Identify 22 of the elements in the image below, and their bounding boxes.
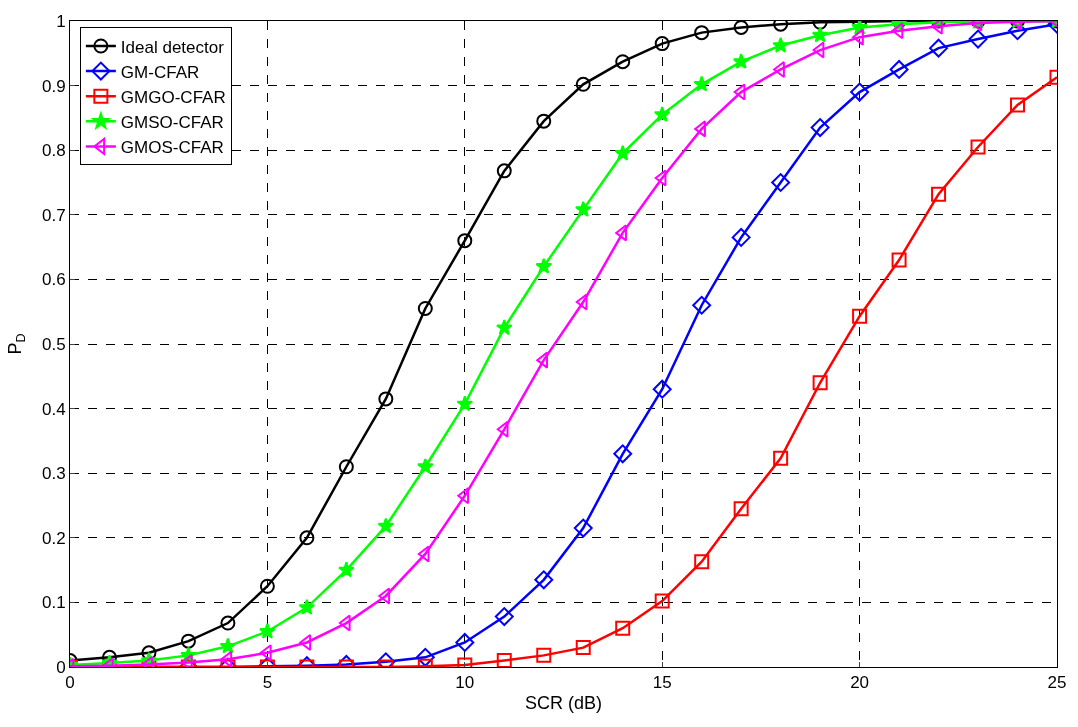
- y-tick-label: 1: [56, 11, 66, 31]
- x-tick-label: 20: [850, 673, 870, 693]
- x-tick-label: 5: [262, 673, 273, 693]
- y-tick-label: 0.4: [41, 399, 66, 419]
- legend-label: GMGO-CFAR: [120, 87, 226, 107]
- y-tick-label: 0.8: [41, 141, 66, 161]
- y-tick-label: 0.9: [41, 76, 66, 96]
- y-tick-label: 0.3: [41, 464, 66, 484]
- y-tick-label: 0.2: [41, 528, 66, 548]
- y-tick-label: 0.6: [41, 270, 66, 290]
- x-axis-title: SCR (dB): [524, 692, 603, 713]
- legend-label: GM-CFAR: [120, 62, 200, 82]
- legend-label: Ideal detector: [120, 37, 225, 57]
- y-tick-label: 0.1: [41, 593, 66, 613]
- y-tick-label: 0.5: [41, 334, 66, 354]
- x-tick-label: 15: [652, 673, 672, 693]
- legend-label: GMOS-CFAR: [120, 138, 224, 158]
- x-tick-label: 25: [1047, 673, 1067, 693]
- x-tick-label: 10: [455, 673, 475, 693]
- legend-label: GMSO-CFAR: [120, 112, 224, 132]
- y-tick-label: 0.7: [41, 205, 66, 225]
- y-tick-label: 0: [56, 657, 66, 677]
